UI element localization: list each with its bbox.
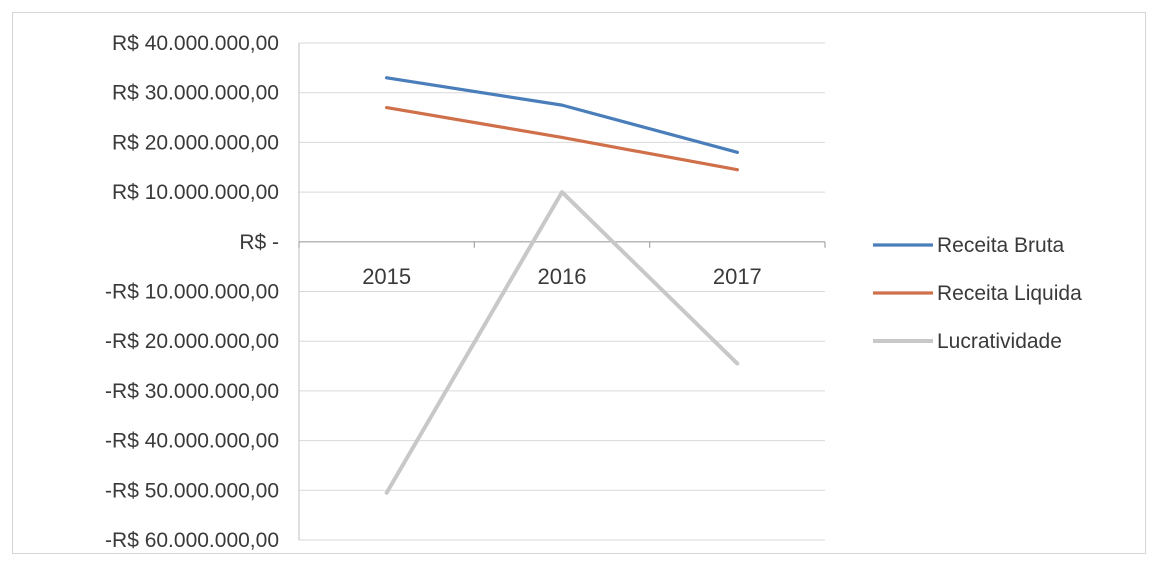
legend-label: Receita Liquida (937, 282, 1082, 305)
data-point (385, 491, 389, 495)
chart-area: R$ 40.000.000,00 R$ 30.000.000,00 R$ 20.00… (12, 12, 1146, 554)
y-tick-label: R$ 40.000.000,00 (112, 32, 279, 55)
axes (298, 43, 826, 540)
series-line (384, 190, 740, 495)
y-tick-label: R$ 20.000.000,00 (112, 131, 279, 154)
legend-label: Receita Bruta (937, 234, 1065, 257)
y-tick-label: -R$ 30.000.000,00 (105, 380, 279, 403)
data-point (385, 76, 389, 80)
y-tick-label: -R$ 20.000.000,00 (105, 330, 279, 353)
data-point (735, 362, 739, 366)
y-tick-label: R$ 30.000.000,00 (112, 82, 279, 105)
y-tick-label: -R$ 10.000.000,00 (105, 281, 279, 304)
data-point (560, 135, 564, 139)
y-tick-label: R$ - (239, 231, 279, 254)
data-point (560, 190, 564, 194)
x-tick-label: 2017 (713, 264, 762, 289)
data-point (735, 150, 739, 154)
series-lines (384, 76, 740, 495)
gridlines (299, 42, 825, 541)
y-axis-labels: R$ 40.000.000,00 R$ 30.000.000,00 R$ 20.00… (105, 32, 279, 552)
y-tick-label: R$ 10.000.000,00 (112, 181, 279, 204)
x-axis-labels: 2015 2016 2017 (362, 264, 762, 289)
data-point (385, 106, 389, 110)
x-tick-label: 2015 (362, 264, 411, 289)
data-point (735, 168, 739, 172)
y-tick-label: -R$ 60.000.000,00 (105, 529, 279, 552)
line-chart: R$ 40.000.000,00 R$ 30.000.000,00 R$ 20.00… (105, 32, 1082, 552)
legend-label: Lucratividade (937, 330, 1062, 353)
data-point (560, 103, 564, 107)
y-tick-label: -R$ 50.000.000,00 (105, 479, 279, 502)
y-tick-label: -R$ 40.000.000,00 (105, 430, 279, 453)
legend: Receita Bruta Receita Liquida Lucratividad… (873, 234, 1082, 353)
x-tick-label: 2016 (538, 264, 587, 289)
